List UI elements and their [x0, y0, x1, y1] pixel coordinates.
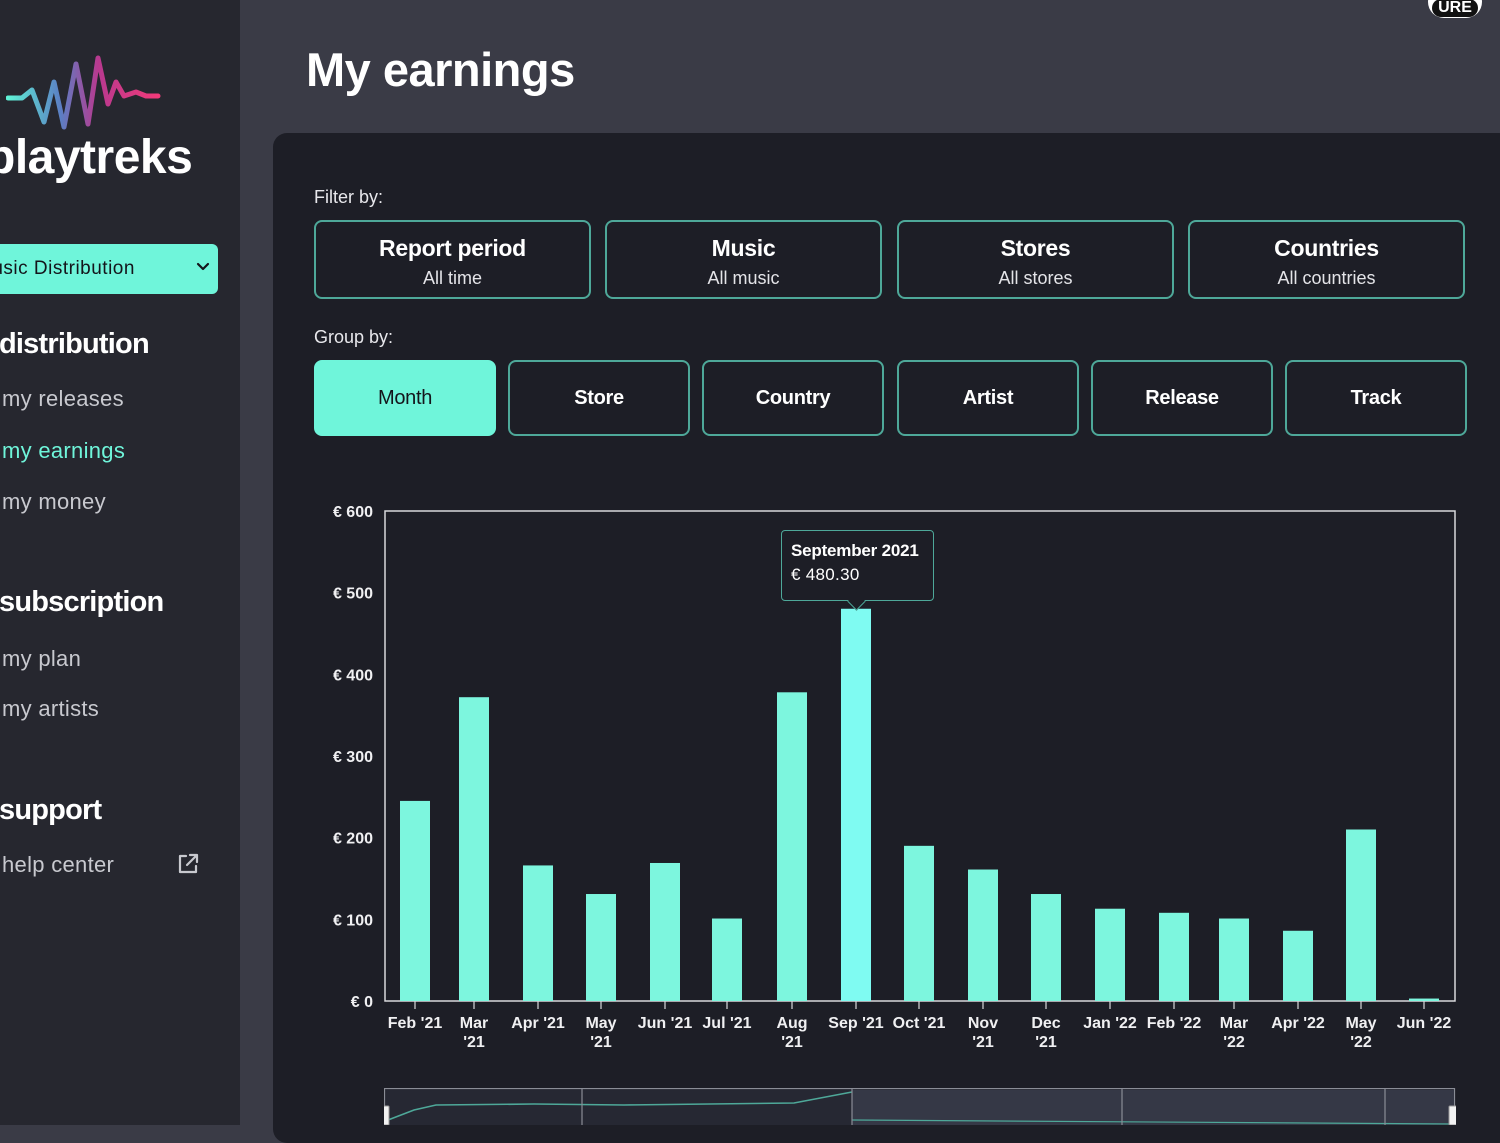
tooltip-value: € 480.30	[791, 565, 860, 584]
product-select-label: Music Distribution	[0, 258, 135, 279]
group-track-button[interactable]: Track	[1285, 360, 1467, 436]
chart-range-navigator[interactable]	[384, 1088, 1456, 1125]
x-tick-label: '22	[1350, 1034, 1372, 1051]
sidebar: playtreks Music Distribution distributio…	[0, 0, 240, 1125]
x-tick-label: '21	[463, 1034, 485, 1051]
y-tick-label: € 100	[333, 912, 373, 929]
bar-14	[1283, 930, 1313, 1001]
chart-tooltip: September 2021 € 480.30	[781, 530, 934, 611]
filter-value: All countries	[1277, 268, 1376, 288]
bar-3	[586, 894, 616, 1001]
product-select[interactable]: Music Distribution	[0, 244, 218, 294]
x-tick-label: May	[585, 1015, 616, 1032]
x-tick-label: Feb '22	[1147, 1015, 1202, 1032]
section-title-subscription: subscription	[0, 586, 164, 618]
x-tick-label: Jun '21	[638, 1015, 693, 1032]
section-title-support: support	[0, 794, 102, 826]
logo-wave-icon	[6, 55, 161, 130]
x-tick-label: '21	[972, 1034, 994, 1051]
y-tick-label: € 200	[333, 831, 373, 848]
bar-1	[459, 697, 489, 1001]
bar-6	[777, 692, 807, 1001]
sidebar-item-my-artists[interactable]: my artists	[2, 696, 100, 721]
section-title-distribution: distribution	[0, 328, 150, 360]
logo-text[interactable]: playtreks	[0, 131, 193, 184]
bar-15	[1346, 829, 1376, 1001]
filter-report-period-button[interactable]: Report period All time	[314, 220, 591, 299]
x-tick-label: Dec	[1031, 1015, 1060, 1032]
y-tick-label: € 300	[333, 749, 373, 766]
x-tick-label: Mar	[1220, 1015, 1248, 1032]
sidebar-item-my-releases[interactable]: my releases	[2, 386, 124, 411]
bar-0	[400, 800, 430, 1001]
x-tick-label: '21	[781, 1034, 803, 1051]
tooltip-title: September 2021	[791, 541, 919, 560]
x-tick-label: Apr '21	[511, 1015, 565, 1032]
filter-value: All stores	[998, 268, 1073, 288]
x-tick-label: '21	[590, 1034, 612, 1051]
sidebar-item-my-money[interactable]: my money	[2, 489, 106, 514]
filter-value: All music	[707, 268, 780, 288]
x-tick-label: Oct '21	[893, 1015, 946, 1032]
bar-11	[1095, 908, 1125, 1001]
group-store-button[interactable]: Store	[508, 360, 690, 436]
earnings-bar-chart: € 0 € 100 € 200 € 300 € 400 € 500 € 600 Feb '21…	[333, 504, 1456, 1051]
x-tick-label: Nov	[968, 1015, 998, 1032]
group-artist-button[interactable]: Artist	[897, 360, 1079, 436]
x-tick-label: Mar	[460, 1015, 488, 1032]
bar-16	[1409, 998, 1439, 1001]
group-by-label: Group by:	[314, 327, 394, 347]
external-link-icon[interactable]	[176, 852, 200, 876]
x-tick-label: May	[1345, 1015, 1376, 1032]
filter-stores-button[interactable]: Stores All stores	[897, 220, 1174, 299]
x-tick-label: Jul '21	[702, 1015, 751, 1032]
y-tick-label: € 400	[333, 667, 373, 684]
filter-value: All time	[422, 268, 482, 288]
bar-7	[841, 608, 871, 1001]
group-month-button[interactable]: Month	[314, 360, 496, 436]
bar-9	[968, 869, 998, 1001]
y-tick-label: € 0	[351, 994, 373, 1011]
group-country-button[interactable]: Country	[702, 360, 884, 436]
filter-title: Stores	[1000, 235, 1071, 261]
filter-title: Music	[711, 235, 776, 261]
filter-countries-button[interactable]: Countries All countries	[1188, 220, 1465, 299]
y-tick-label: € 600	[333, 504, 373, 521]
filter-title: Report period	[379, 235, 526, 261]
filter-label: Filter by:	[314, 187, 384, 207]
bar-4	[650, 862, 680, 1001]
bar-5	[712, 918, 742, 1001]
bar-12	[1159, 912, 1189, 1001]
sidebar-item-my-plan[interactable]: my plan	[2, 646, 82, 671]
x-tick-label: Apr '22	[1271, 1015, 1325, 1032]
x-tick-label: Aug	[776, 1015, 807, 1032]
bar-10	[1031, 894, 1061, 1001]
sidebar-item-help-center[interactable]: help center	[2, 852, 115, 877]
chevron-down-icon	[196, 262, 210, 271]
x-tick-label: '21	[1035, 1034, 1057, 1051]
user-badge-label: URE	[1432, 0, 1478, 17]
y-tick-label: € 500	[333, 586, 373, 603]
x-tick-label: Feb '21	[388, 1015, 443, 1032]
bar-13	[1219, 918, 1249, 1001]
filter-title: Countries	[1274, 235, 1379, 261]
user-badge[interactable]: URE	[1428, 0, 1482, 18]
x-tick-label: Jun '22	[1397, 1015, 1452, 1032]
x-tick-label: '22	[1223, 1034, 1245, 1051]
bar-8	[904, 845, 934, 1001]
group-release-button[interactable]: Release	[1091, 360, 1273, 436]
sidebar-item-my-earnings[interactable]: my earnings	[2, 438, 126, 463]
x-tick-label: Sep '21	[828, 1015, 883, 1032]
page-title: My earnings	[306, 43, 575, 96]
x-tick-label: Jan '22	[1083, 1015, 1137, 1032]
bar-2	[523, 865, 553, 1001]
filter-music-button[interactable]: Music All music	[605, 220, 882, 299]
